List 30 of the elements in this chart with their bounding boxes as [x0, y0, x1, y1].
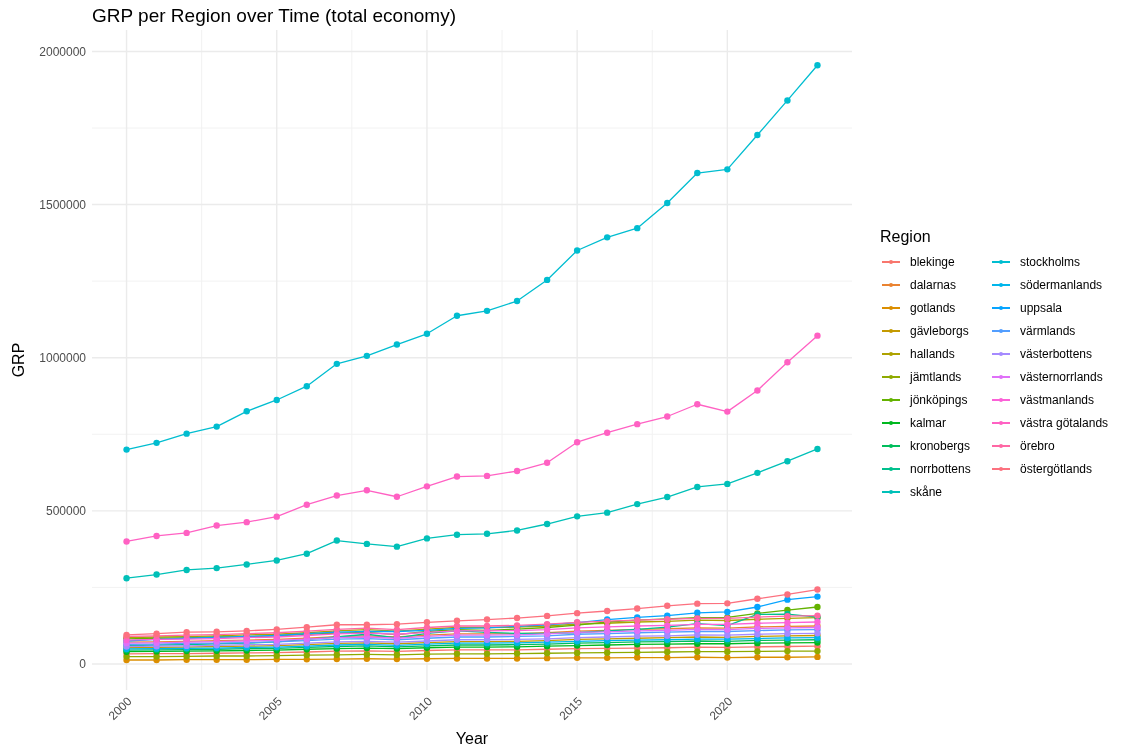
y-tick-label: 0	[79, 657, 87, 672]
y-axis-title: GRP	[10, 342, 27, 378]
y-tick-label: 2000000	[39, 44, 87, 59]
y-tick-label: 1500000	[39, 197, 87, 212]
legend-label: stockholms	[1020, 255, 1081, 270]
legend-label: jönköpings	[909, 393, 968, 408]
legend-label: kalmar	[910, 416, 947, 431]
legend-label: uppsala	[1020, 301, 1063, 316]
legend-label: västerbottens	[1020, 347, 1093, 362]
legend-label: kronobergs	[910, 439, 971, 454]
legend-label: blekinge	[910, 255, 956, 270]
legend-label: örebro	[1020, 439, 1056, 454]
legend-label: västmanlands	[1020, 393, 1095, 408]
legend-label: södermanlands	[1020, 278, 1103, 293]
legend-label: västernorrlands	[1020, 370, 1103, 385]
chart-title: GRP per Region over Time (total economy)	[92, 5, 456, 26]
legend-label: östergötlands	[1020, 462, 1093, 477]
legend-label: dalarnas	[910, 278, 957, 293]
legend-label: hallands	[910, 347, 955, 362]
y-tick-label: 1000000	[39, 350, 87, 365]
legend-label: norrbottens	[910, 462, 971, 477]
legend-label: västra götalands	[1020, 416, 1109, 431]
legend-title: Region	[880, 228, 931, 245]
legend-label: gotlands	[910, 301, 956, 316]
legend-label: skåne	[910, 485, 943, 500]
x-axis-title: Year	[455, 730, 489, 747]
legend-label: värmlands	[1020, 324, 1076, 339]
legend-label: gävleborgs	[910, 324, 969, 339]
y-tick-label: 500000	[45, 504, 87, 519]
legend-label: jämtlands	[909, 370, 962, 385]
